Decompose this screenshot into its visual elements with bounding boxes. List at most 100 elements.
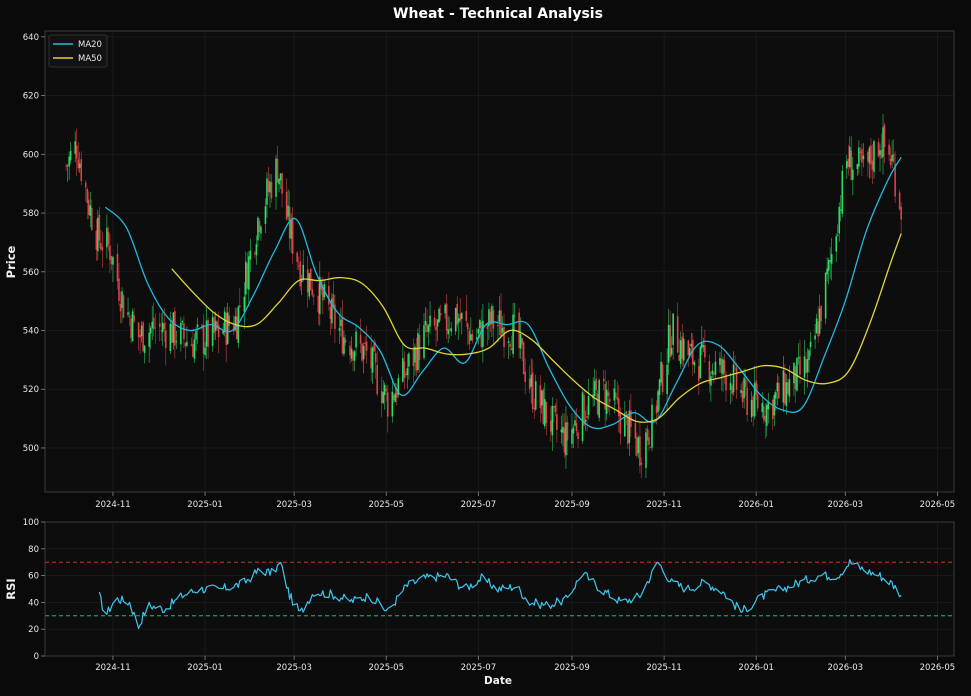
candle-body <box>719 357 721 365</box>
candle-body <box>814 335 816 340</box>
candle-body <box>255 244 258 256</box>
candle-body <box>839 209 842 211</box>
candle-body <box>892 153 895 162</box>
candle-body <box>338 328 341 331</box>
candle-body <box>433 317 436 326</box>
candle-body <box>829 260 831 262</box>
candle-body <box>877 141 880 157</box>
legend-label-ma50: MA50 <box>78 54 102 64</box>
candle-body <box>583 395 585 426</box>
candle-body <box>856 164 859 170</box>
candle-body <box>698 366 700 381</box>
price-y-tick-label: 540 <box>23 327 39 337</box>
candle-body <box>803 356 806 378</box>
rsi-panel: 0 20 40 60 80 100 2024-11 2025-01 2025-03 2025-0… <box>4 518 955 687</box>
candle-body <box>861 149 863 163</box>
candle-body <box>806 359 809 373</box>
candle-body <box>784 372 786 404</box>
candle-body <box>830 254 833 264</box>
candle-body <box>678 354 680 361</box>
candle-body <box>112 257 114 265</box>
candle-body <box>91 207 93 230</box>
candle-body <box>106 227 108 248</box>
candle-body <box>710 376 712 386</box>
candle-body <box>465 311 468 321</box>
candle-body <box>530 374 533 387</box>
candle-body <box>137 322 140 338</box>
candle-body <box>667 324 670 363</box>
price-y-tick-label: 560 <box>23 268 39 278</box>
candle-body <box>450 328 452 332</box>
candle-body <box>245 261 247 295</box>
price-moving-averages <box>104 156 902 430</box>
candle-body <box>670 348 673 355</box>
candle-body <box>68 156 70 167</box>
candle-body <box>290 219 292 239</box>
candle-body <box>302 264 305 280</box>
candle-body <box>741 390 744 403</box>
candle-body <box>133 315 135 322</box>
candle-body <box>175 341 178 343</box>
candle-body <box>140 325 143 337</box>
candle-body <box>397 378 400 395</box>
candle-body <box>201 325 203 327</box>
candle-body <box>625 411 628 414</box>
candle-body <box>841 170 844 214</box>
candle-body <box>672 313 674 345</box>
candle-body <box>344 339 347 343</box>
candle-body <box>614 392 617 398</box>
candle-body <box>66 165 69 167</box>
rsi-x-tick-label: 2025-09 <box>554 663 590 673</box>
candle-body <box>279 173 282 181</box>
candle-body <box>543 399 546 427</box>
candle-body <box>688 348 691 356</box>
candle-body <box>246 263 249 289</box>
candle-body <box>708 361 711 384</box>
candle-body <box>343 337 345 354</box>
candle-body <box>862 155 865 160</box>
candle-body <box>225 312 227 345</box>
candle-body <box>352 351 354 361</box>
candle-body <box>850 150 853 180</box>
candle-body <box>371 347 374 373</box>
candle-body <box>704 345 706 358</box>
rsi-x-tick-label: 2025-01 <box>187 663 223 673</box>
candle-body <box>116 253 119 282</box>
candle-body <box>870 145 872 165</box>
candle-body <box>818 308 821 334</box>
candle-body <box>84 182 87 188</box>
legend-box <box>48 34 108 68</box>
candle-body <box>550 420 552 432</box>
candle-body <box>329 306 332 319</box>
rsi-x-tick-label: 2026-01 <box>738 663 774 673</box>
candle-body <box>883 124 886 148</box>
candle-body <box>898 192 901 210</box>
candle-body <box>119 303 122 312</box>
price-x-tick-label: 2024-11 <box>95 500 131 510</box>
candle-body <box>383 384 386 396</box>
candle-body <box>226 312 229 344</box>
candle-body <box>533 408 536 410</box>
rsi-x-tick-label: 2025-05 <box>368 663 404 673</box>
candle-body <box>519 334 522 349</box>
candle-body <box>849 146 851 168</box>
price-x-tick-label: 2025-09 <box>554 500 590 510</box>
candle-body <box>479 319 481 329</box>
candle-body <box>193 339 196 359</box>
candle-body <box>646 428 649 441</box>
candle-body <box>317 295 320 313</box>
candle-body <box>164 330 167 348</box>
candle-body <box>476 337 478 340</box>
candle-body <box>454 307 457 332</box>
candle-body <box>888 144 890 155</box>
candle-body <box>362 345 365 360</box>
candle-body <box>859 151 862 153</box>
candle-body <box>838 206 841 234</box>
candle-body <box>235 316 238 340</box>
candle-body <box>172 312 175 343</box>
candle-body <box>563 427 566 453</box>
candle-body <box>681 336 684 359</box>
price-x-tick-label: 2025-05 <box>368 500 404 510</box>
candle-body <box>624 413 626 437</box>
candle-body <box>809 341 812 348</box>
